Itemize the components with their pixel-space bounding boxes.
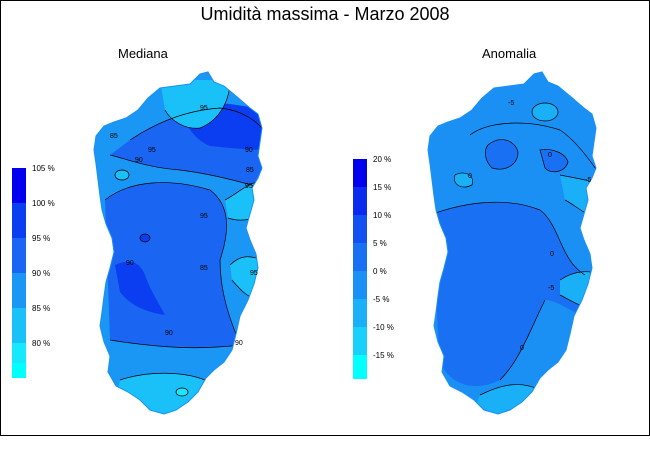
contour-label: 0 [520,345,524,352]
contour-label: 90 [165,330,173,337]
legend-label: 100 % [32,199,55,208]
contour-label: 95 [245,183,253,190]
map-anomalia: -5 0 0 -5 0 -5 0 [427,71,597,415]
contour-label: 0 [468,173,472,180]
legend-swatch-95 [12,238,26,273]
legend-label: 95 % [32,234,51,243]
page-title: Umidità massima - Marzo 2008 [200,4,450,24]
contour-line [164,79,231,129]
legend-swatch-minus10 [353,327,367,355]
zone-5 [430,202,596,387]
legend-swatch-20 [353,159,367,187]
contour-island [485,139,519,170]
contour-island [175,387,189,397]
legend-swatch-minus5 [353,299,367,327]
contour-line [499,299,546,381]
contour-line [469,122,596,176]
legend-swatch-105 [12,168,26,203]
legend-label: 10 % [373,211,392,220]
legend-label: 0 % [373,267,387,276]
contour-label: 90 [245,147,253,154]
legend-swatch-90 [12,273,26,308]
legend-label: 15 % [373,183,392,192]
contour-label: -5 [585,177,591,184]
contour-line [559,271,596,311]
legend-swatch-10 [353,215,367,243]
contour-label: 95 [250,270,258,277]
legend-swatch-85 [12,308,26,343]
contour-island [539,149,569,173]
contour-label: 0 [548,152,552,159]
contour-island [114,169,130,181]
contour-label: 0 [550,251,554,258]
legend-label: 80 % [32,339,51,348]
contour-label: 90 [135,157,143,164]
contour-label: 90 [126,260,134,267]
contour-line [559,174,596,221]
contour-label: 85 [110,133,118,140]
contour-island [454,172,473,188]
contour-island [139,233,151,243]
legend-label: 20 % [373,155,392,164]
legend-label: -10 % [373,323,394,332]
contour-label: 85 [200,265,208,272]
map-mediana: 95 85 95 90 90 85 95 95 90 85 95 90 90 [93,71,263,415]
contour-label: 95 [148,147,156,154]
zone-100-west [115,261,165,315]
panel-title-mediana: Mediana [118,46,168,61]
contour-island [531,102,559,122]
contour-line [104,182,241,346]
panel-title-anomalia: Anomalia [482,46,537,61]
legend-swatch-min [12,363,26,378]
legend-label: 5 % [373,239,387,248]
contour-label: 90 [235,340,243,347]
legend-label: 105 % [32,164,55,173]
legend-swatch-100 [12,203,26,238]
legend-swatch-minus15 [353,355,367,379]
legend-label: -5 % [373,295,390,304]
contour-label: 85 [246,167,254,174]
legend-swatch-5 [353,243,367,271]
contour-line [109,339,241,349]
contour-label: 95 [200,105,208,112]
contour-line [119,372,206,381]
legend-swatch-0 [353,271,367,299]
legend-label: -15 % [373,351,394,360]
contour-label: 95 [200,213,208,220]
legend-label: 90 % [32,269,51,278]
contour-line [129,107,262,141]
contour-label: -5 [548,285,554,292]
contour-line [429,201,586,276]
legend-swatch-15 [353,187,367,215]
legend-label: 85 % [32,304,51,313]
contour-label: -5 [508,100,514,107]
